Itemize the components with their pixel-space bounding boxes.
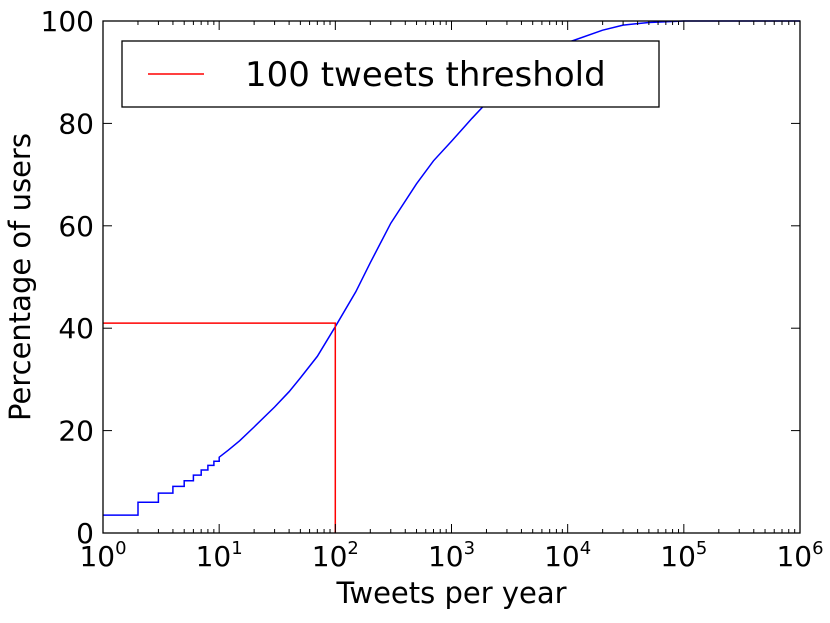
y-tick-label: 0: [76, 517, 94, 550]
y-tick-label: 40: [58, 312, 94, 345]
x-tick-label: 105: [660, 538, 707, 573]
y-axis-ticks: 0 20 40 60 80 100: [41, 5, 800, 550]
x-tick-label: 102: [312, 538, 359, 573]
legend-box: [121, 40, 660, 108]
x-tick-label: 103: [428, 538, 475, 573]
y-tick-label: 60: [58, 210, 94, 243]
x-tick-label: 106: [776, 538, 823, 573]
series-line-threshold: [103, 322, 337, 533]
x-axis-ticks: 100 101 102 103 104 105 106: [79, 21, 824, 573]
x-tick-label: 100: [79, 538, 126, 573]
legend-label-threshold: 100 tweets threshold: [245, 55, 606, 95]
legend: 100 tweets threshold: [121, 40, 660, 108]
y-axis-label: Percentage of users: [3, 133, 37, 421]
y-tick-label: 80: [58, 107, 94, 140]
y-tick-label: 100: [41, 5, 94, 38]
y-tick-label: 20: [58, 415, 94, 448]
x-tick-label: 101: [196, 538, 243, 573]
x-axis-label: Tweets per year: [335, 576, 566, 610]
x-tick-label: 104: [544, 538, 591, 573]
